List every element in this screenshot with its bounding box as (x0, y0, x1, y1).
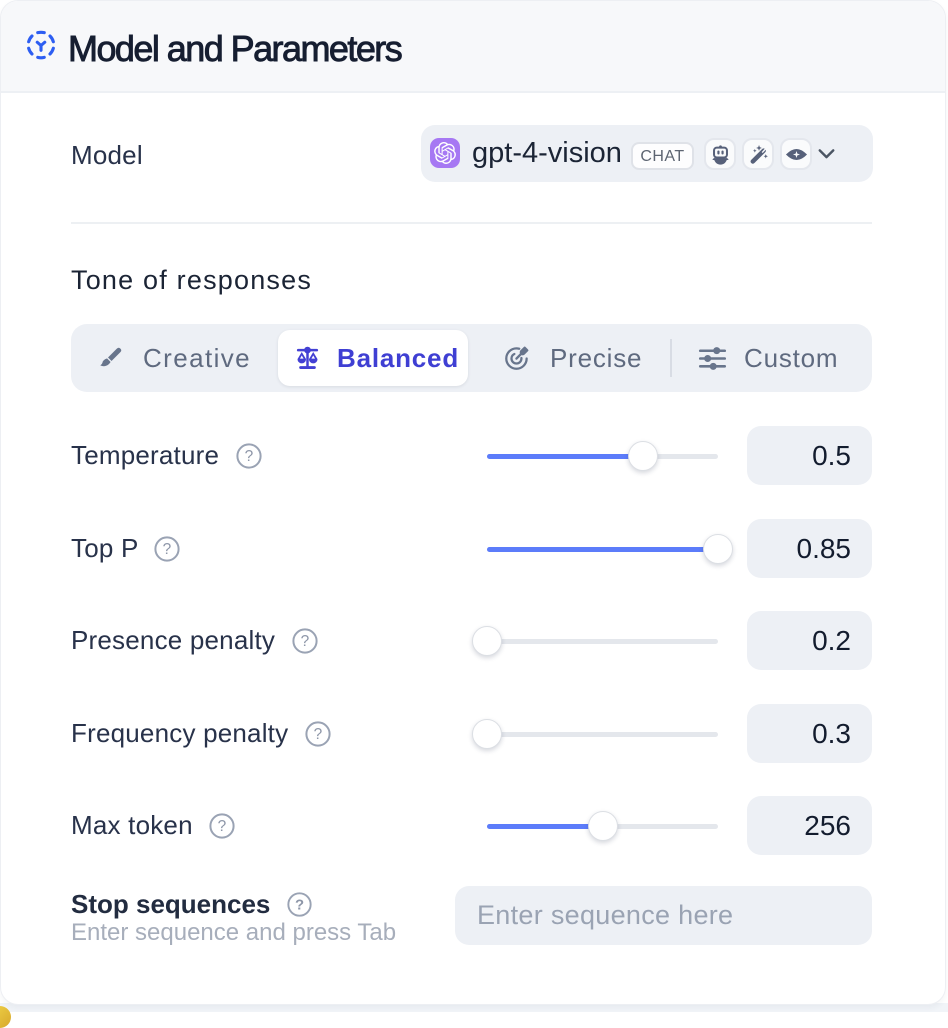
svg-text:?: ? (295, 898, 304, 914)
svg-text:?: ? (163, 541, 172, 558)
svg-text:?: ? (313, 726, 322, 743)
svg-text:?: ? (300, 633, 309, 650)
svg-text:?: ? (218, 818, 227, 835)
svg-text:?: ? (244, 448, 253, 465)
